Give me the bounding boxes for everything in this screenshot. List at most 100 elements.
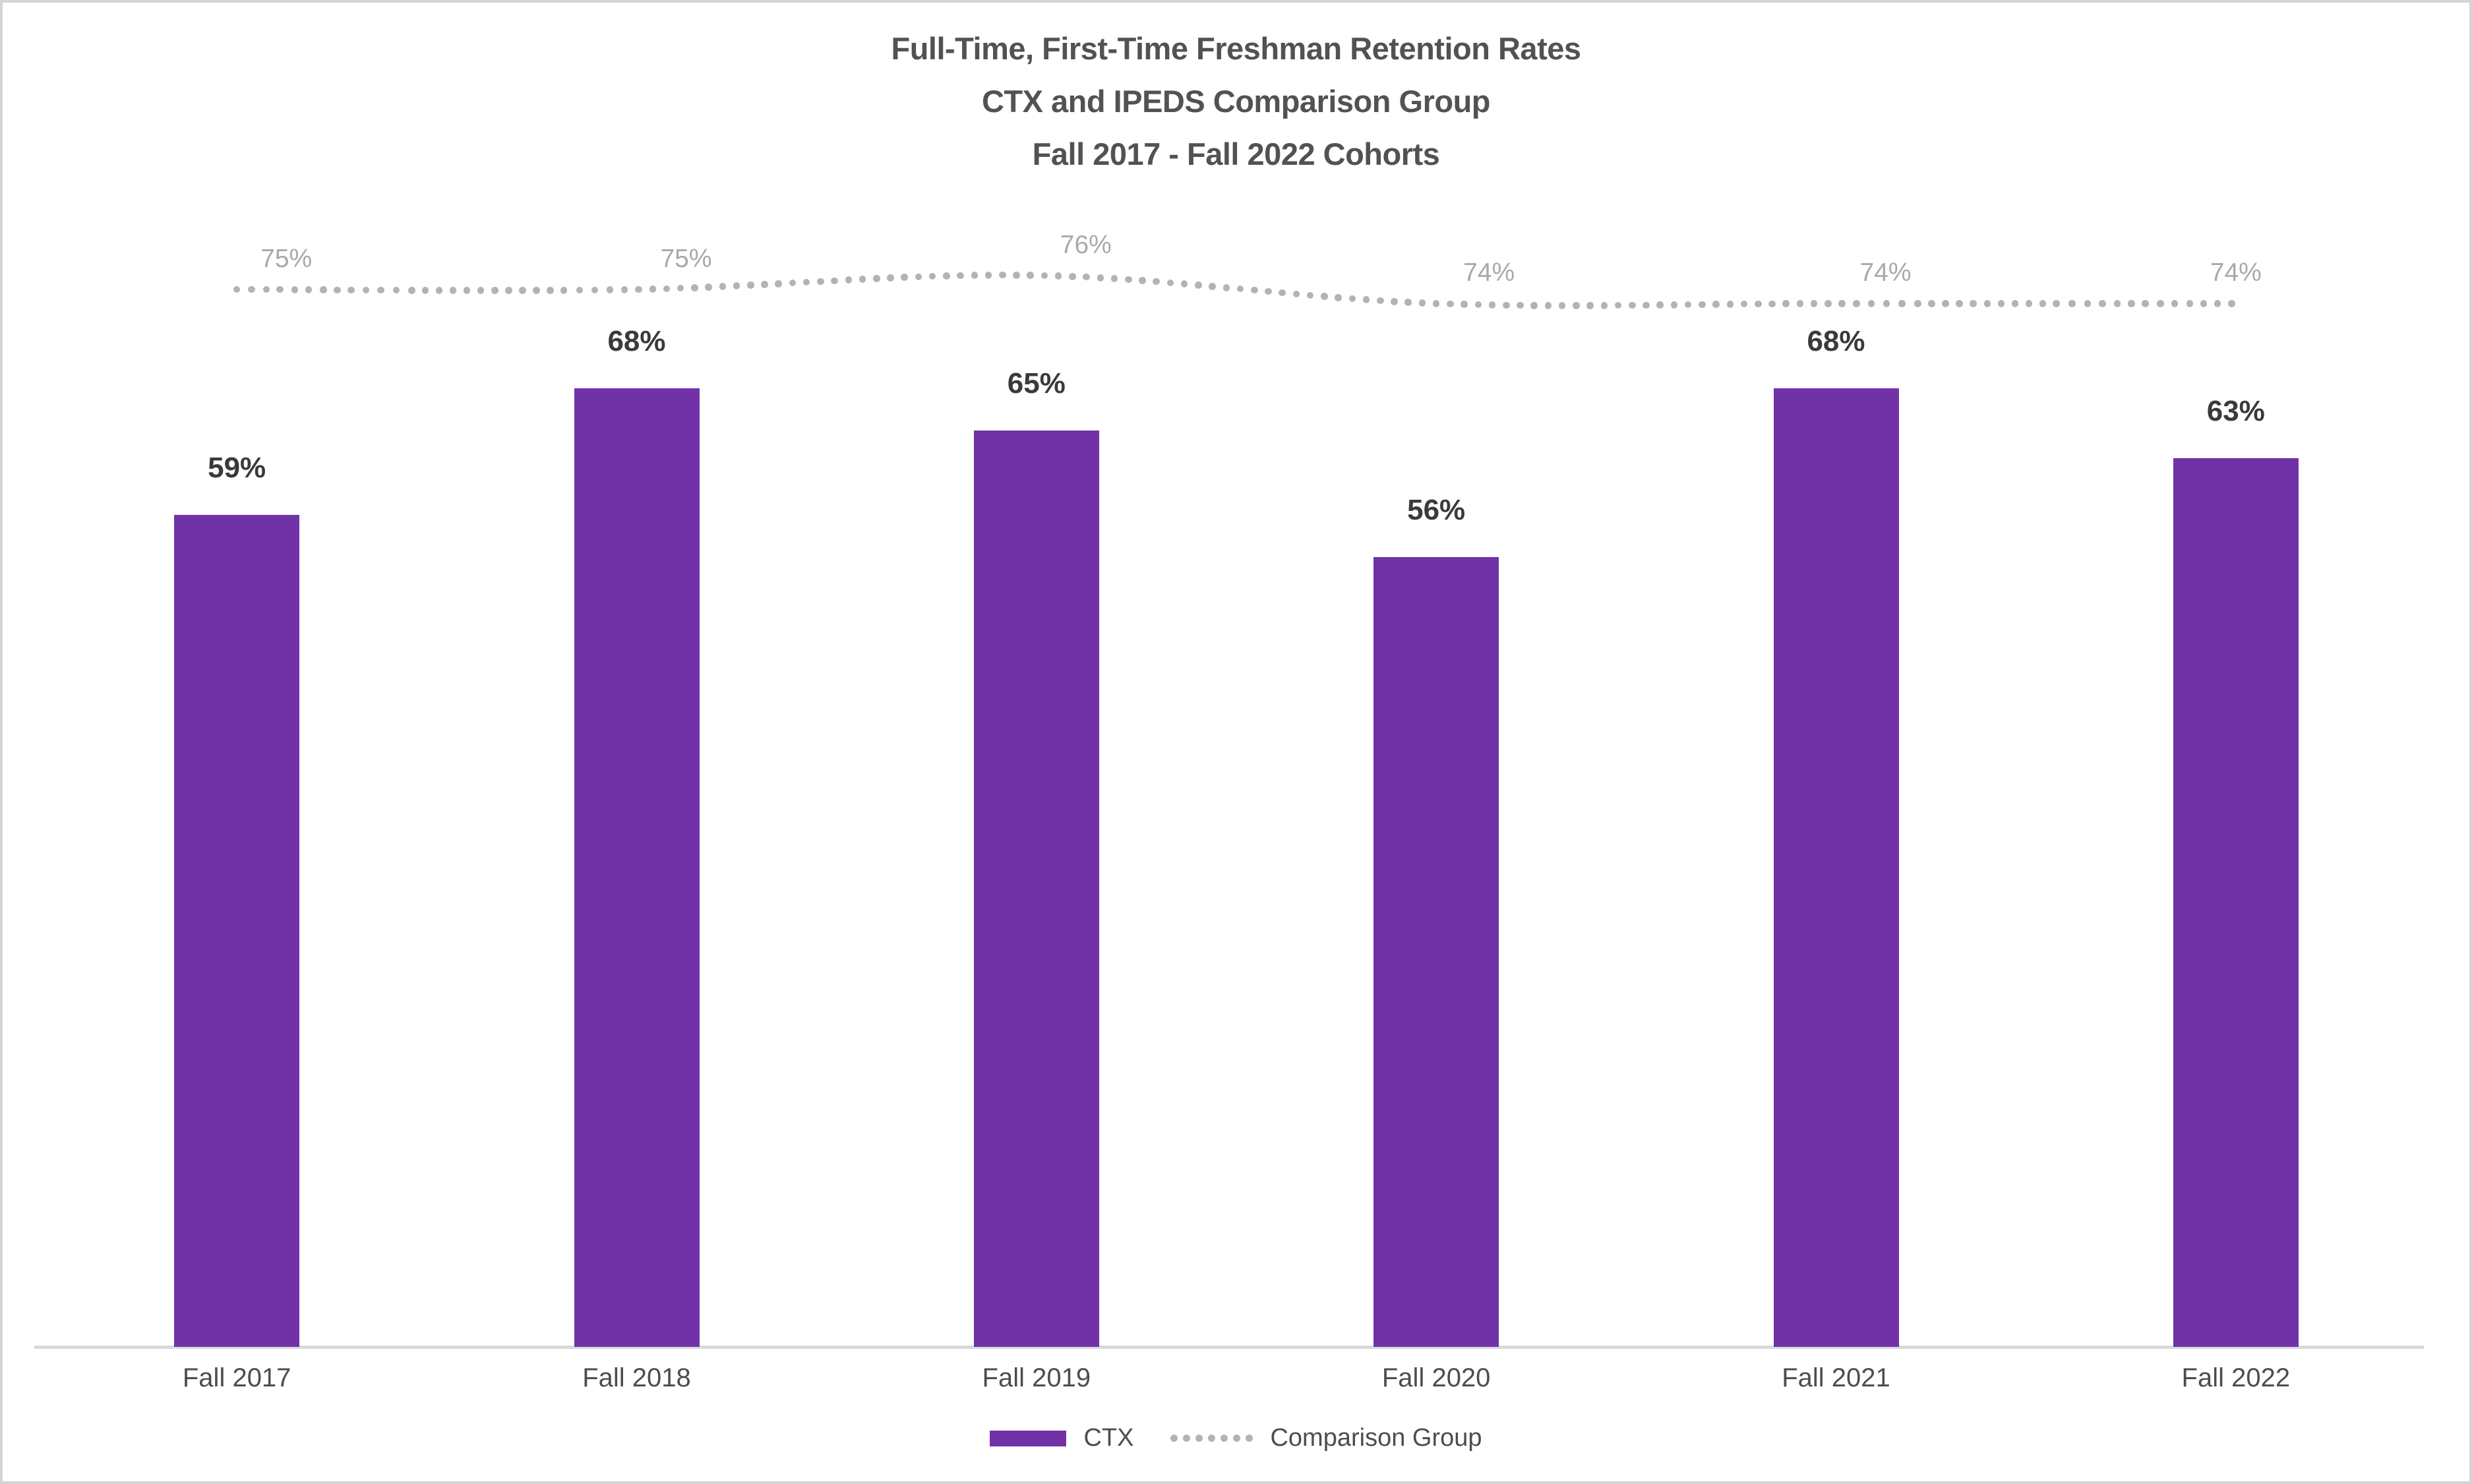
comparison-line-dot	[248, 285, 255, 293]
comparison-line-dot	[1236, 285, 1244, 293]
comparison-line-dot	[392, 286, 400, 294]
comparison-line-dot	[449, 287, 457, 294]
comparison-line-dot	[1306, 291, 1314, 299]
comparison-line-dot	[519, 287, 526, 294]
comparison-line-dot	[560, 287, 568, 294]
legend-dot	[1208, 1435, 1216, 1442]
ctx-bar-value-label: 63%	[2206, 395, 2265, 428]
legend-dot	[1221, 1435, 1228, 1442]
comparison-line-dot	[1586, 302, 1594, 309]
comparison-line-dot	[928, 272, 936, 280]
comparison-line-dot	[1867, 300, 1875, 307]
comparison-line-dot	[408, 287, 415, 294]
ctx-bar-value-label: 68%	[607, 324, 666, 357]
comparison-line-dot	[789, 279, 797, 287]
comparison-line-dot	[915, 273, 922, 281]
comparison-line-dot	[957, 272, 964, 280]
comparison-line-dot	[747, 282, 754, 289]
legend-dot	[1246, 1435, 1253, 1442]
comparison-line-dot	[347, 286, 355, 294]
comparison-line-dot	[1970, 300, 1977, 307]
comparison-line-dot	[943, 272, 950, 280]
comparison-line-dot	[1265, 287, 1272, 295]
comparison-line-dot	[1377, 297, 1384, 305]
comparison-line-dot	[901, 274, 908, 281]
ctx-bar-fall-2019	[973, 430, 1099, 1347]
comparison-line-dot	[2200, 300, 2208, 307]
x-axis-line	[34, 1346, 2424, 1349]
comparison-line-dot	[1684, 301, 1692, 309]
comparison-value-label: 74%	[1463, 258, 1515, 287]
comparison-value-label: 75%	[260, 245, 313, 273]
comparison-line-dot	[1853, 300, 1860, 307]
comparison-line-dot	[1983, 300, 1991, 307]
legend-label-comparison: Comparison Group	[1270, 1424, 1482, 1452]
legend-item-ctx: CTX	[990, 1424, 1133, 1452]
comparison-line-dot	[2053, 300, 2060, 307]
comparison-line-dot	[1222, 284, 1230, 291]
x-axis-label-fall-2020: Fall 2020	[1381, 1363, 1491, 1392]
comparison-line-dot	[276, 285, 284, 293]
comparison-line-dot	[362, 286, 370, 294]
comparison-line-dot	[1629, 301, 1636, 309]
plot-area: 59% 68% 65% 56% 68% 63% 75% 75% 76% 74% 74% 74%	[3, 3, 2469, 1481]
comparison-line-dot	[1740, 300, 1748, 308]
comparison-value-label: 74%	[2210, 258, 2262, 287]
chart-title-line-3: Fall 2017 - Fall 2022 Cohorts	[1032, 136, 1440, 171]
comparison-value-label: 76%	[1060, 230, 1112, 259]
chart-title-line-2: CTX and IPEDS Comparison Group	[981, 84, 1491, 119]
comparison-line-dot	[761, 281, 768, 288]
comparison-value-label: 75%	[660, 245, 712, 273]
comparison-line-dot	[1432, 300, 1440, 307]
comparison-line-dot	[999, 271, 1006, 279]
comparison-line-dot	[1447, 300, 1454, 308]
ctx-bar-value-label: 68%	[1807, 324, 1865, 357]
comparison-line-dot	[775, 280, 782, 287]
ctx-bar-fall-2021	[1773, 388, 1899, 1347]
comparison-line-dot	[1461, 301, 1468, 308]
comparison-line-dot	[1517, 301, 1524, 309]
comparison-line-dot	[677, 284, 684, 292]
comparison-line-dot	[1782, 300, 1790, 307]
comparison-line-dot	[291, 286, 298, 293]
comparison-line-dot	[1362, 296, 1370, 303]
comparison-line-dot	[1166, 279, 1174, 287]
comparison-line-dot	[1125, 276, 1132, 283]
comparison-line-dot	[635, 285, 642, 293]
comparison-line-dot	[1573, 302, 1580, 309]
comparison-line-dot	[305, 286, 313, 293]
comparison-line-dot	[1942, 300, 1949, 307]
comparison-line-dot	[576, 286, 584, 294]
comparison-line-dot	[649, 285, 656, 293]
comparison-line-dot	[2171, 300, 2179, 307]
comparison-value-label: 74%	[1859, 258, 1912, 287]
comparison-line-dot	[1110, 275, 1118, 282]
comparison-line-dot	[421, 287, 429, 294]
comparison-line-dot	[2099, 300, 2106, 307]
comparison-line-dot	[1153, 278, 1160, 285]
legend-dotted-line-swatch-icon	[1170, 1435, 1253, 1442]
comparison-line-dot	[691, 284, 698, 291]
x-axis-label-fall-2018: Fall 2018	[582, 1363, 691, 1392]
comparison-line-dot	[1251, 286, 1258, 294]
comparison-line-dot	[1670, 301, 1678, 309]
comparison-line-dot	[1600, 302, 1608, 309]
legend-dot	[1183, 1435, 1191, 1442]
comparison-line-dot	[984, 272, 992, 279]
ctx-bar-fall-2018	[574, 388, 700, 1347]
ctx-bar-fall-2017	[174, 514, 300, 1347]
comparison-line-dot	[1796, 300, 1804, 307]
legend-dot	[1170, 1435, 1178, 1442]
comparison-line-dot	[320, 286, 327, 293]
comparison-line-dot	[1279, 289, 1286, 297]
comparison-line-dot	[1195, 282, 1202, 289]
comparison-line-dot	[1883, 300, 1890, 307]
comparison-line-dot	[491, 287, 498, 294]
comparison-line-dot	[845, 276, 853, 283]
comparison-line-dot	[334, 286, 341, 293]
comparison-line-dot	[971, 272, 979, 279]
chart-title-line-1: Full-Time, First-Time Freshman Retention…	[891, 31, 1581, 66]
comparison-line-dot	[1838, 300, 1846, 307]
comparison-line-dot	[1083, 273, 1090, 281]
